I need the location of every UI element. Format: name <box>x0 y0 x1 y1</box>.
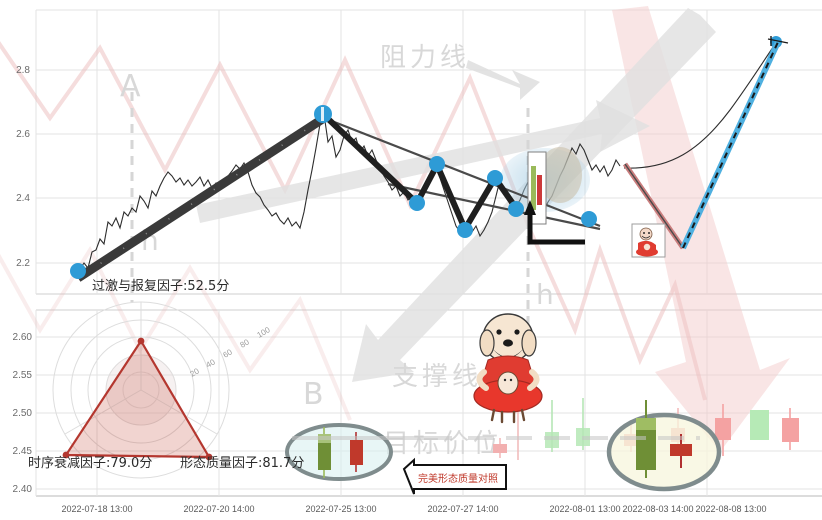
x-tick: 2022-07-25 13:00 <box>305 504 376 514</box>
projection-legs <box>622 36 789 250</box>
overreaction-factor-label: 过激与报复因子:52.5分 <box>92 279 229 294</box>
watermark-letter-a: A <box>120 69 141 104</box>
x-tick: 2022-07-18 13:00 <box>61 504 132 514</box>
x-tick: 2022-07-27 14:00 <box>427 504 498 514</box>
x-tick: 2022-07-20 14:00 <box>183 504 254 514</box>
y-tick: 2.40 <box>13 484 33 495</box>
dog-sticker[interactable] <box>473 313 543 424</box>
candlestick <box>350 440 363 465</box>
y-tick: 2.8 <box>16 65 30 76</box>
marker-point <box>508 201 524 217</box>
x-tick: 2022-08-03 14:00 <box>622 504 693 514</box>
marker-point <box>429 156 445 172</box>
forecast-curve <box>623 39 779 169</box>
right-compare-group <box>606 400 722 492</box>
sub-y-axis: 2.60 2.55 2.50 2.45 2.40 <box>13 332 33 495</box>
marker-point <box>581 211 597 227</box>
y-tick: 2.50 <box>13 408 33 419</box>
marker-point <box>70 263 86 279</box>
pattern-markers <box>70 36 782 279</box>
x-tick: 2022-08-08 13:00 <box>695 504 766 514</box>
candlestick <box>636 418 656 470</box>
time-decay-factor-label: 时序衰减因子:79.0分 <box>28 455 152 471</box>
pink-pattern-overlay <box>0 41 707 421</box>
y-tick: 2.45 <box>13 446 33 457</box>
y-tick: 2.60 <box>13 332 33 343</box>
y-tick: 2.55 <box>13 370 33 381</box>
measure-bracket <box>524 200 585 245</box>
x-axis: 2022-07-18 13:00 2022-07-20 14:00 2022-0… <box>61 504 766 514</box>
candlestick <box>670 444 692 456</box>
highlighted-candle <box>527 151 547 225</box>
radar-chart: 20 40 60 80 100 <box>52 301 272 479</box>
gray-arrow-right <box>196 100 650 223</box>
y-tick: 2.4 <box>16 193 30 204</box>
marker-point <box>457 222 473 238</box>
pattern-quality-factor-label: 形态质量因子:81.7分 <box>180 456 304 471</box>
watermark-2: 目标价位 <box>383 429 503 459</box>
x-tick: 2022-08-01 13:00 <box>549 504 620 514</box>
watermark-0: 阻力线 <box>380 43 470 73</box>
watermark-letter-h-right: h <box>536 278 554 311</box>
callout-badge[interactable]: 完美形态质量对照 <box>402 457 507 495</box>
pink-down-arrow <box>612 6 790 452</box>
y-tick: 2.6 <box>16 129 30 140</box>
main-y-axis: 2.8 2.6 2.4 2.2 <box>16 65 30 269</box>
sticker-badge-small[interactable] <box>631 223 666 258</box>
watermark-letter-b: B <box>303 377 324 412</box>
trend-band <box>75 114 327 282</box>
candlestick <box>750 410 769 440</box>
marker-point <box>487 170 503 186</box>
callout-label: 完美形态质量对照 <box>418 472 498 485</box>
watermark-group: 阻力线 支撑线 目标价位 A B h h <box>120 43 554 459</box>
gray-arrow-resistance <box>466 60 540 100</box>
marker-point <box>409 195 425 211</box>
radar-area <box>63 338 211 459</box>
right-compare-ellipse <box>606 412 722 492</box>
tan-highlight-blob <box>538 147 582 203</box>
watermark-1: 支撑线 <box>392 362 482 392</box>
y-tick: 2.2 <box>16 258 30 269</box>
